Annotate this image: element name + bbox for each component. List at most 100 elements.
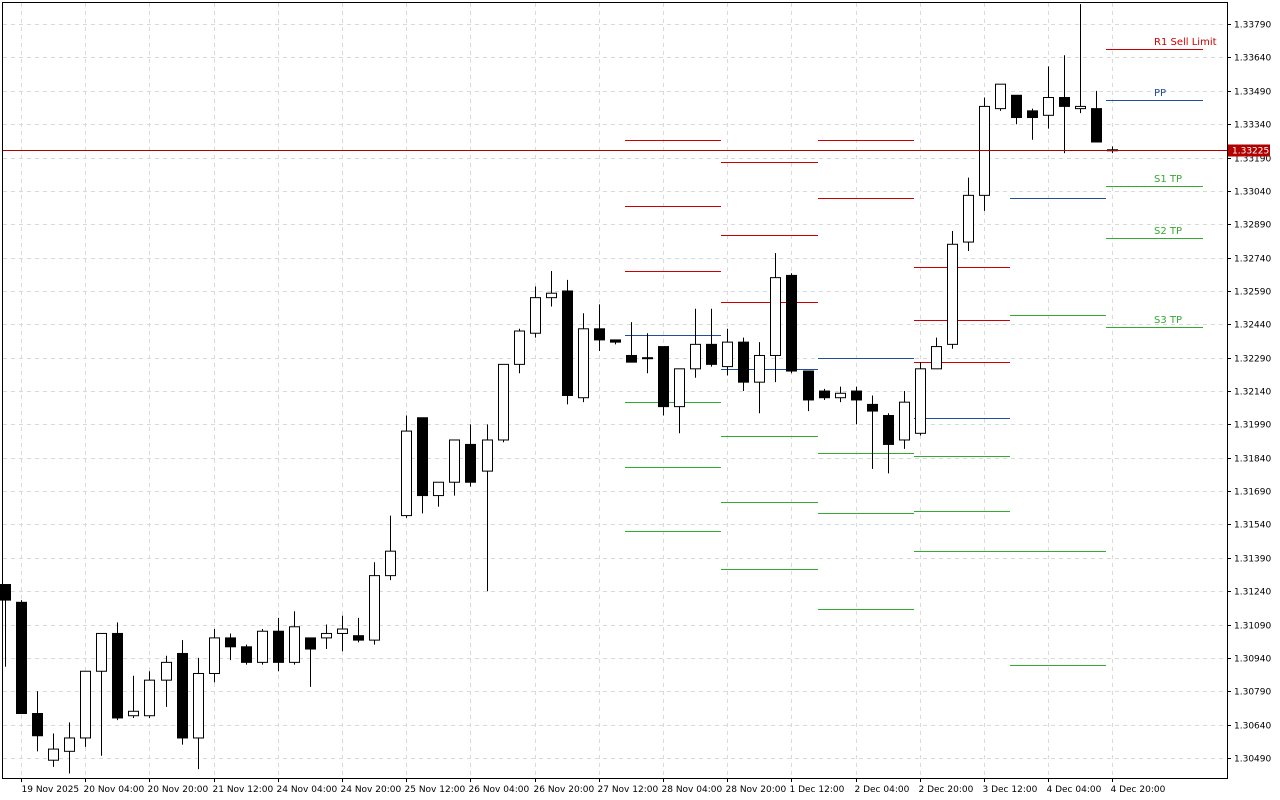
candle-bear xyxy=(786,274,797,372)
y-tick-label: 1.31840 xyxy=(1234,455,1271,465)
x-tick-label: 4 Dec 04:00 xyxy=(1047,785,1102,795)
plot-frame xyxy=(2,2,1228,779)
candle-bull xyxy=(96,632,107,672)
candle-bull xyxy=(321,632,332,639)
y-tick-label: 1.31240 xyxy=(1234,588,1271,598)
y-tick-label: 1.31390 xyxy=(1234,555,1271,565)
y-axis: 1.33790 1.33640 1.33490 1.33340 1.33190 1.330… xyxy=(1227,21,1271,765)
candle-bear xyxy=(273,630,284,663)
candle-bear xyxy=(594,328,605,341)
candle-bear xyxy=(1059,97,1070,107)
candle-bull xyxy=(995,83,1006,110)
x-tick-label: 1 Dec 12:00 xyxy=(790,785,845,795)
candle-bear xyxy=(1011,94,1022,119)
candle-bull xyxy=(144,679,155,717)
candle-bear xyxy=(1091,108,1102,143)
y-tick-label: 1.32140 xyxy=(1234,388,1271,398)
candle-bull xyxy=(963,194,974,243)
candle-bear xyxy=(819,390,830,399)
candle-bear xyxy=(16,601,27,715)
y-tick-label: 1.32740 xyxy=(1234,255,1271,265)
x-tick-label: 25 Nov 12:00 xyxy=(405,785,466,795)
x-axis: 19 Nov 2025 20 Nov 04:00 20 Nov 20:00 21 No… xyxy=(21,778,1166,795)
y-tick-label: 1.33340 xyxy=(1234,121,1271,131)
candle-bear xyxy=(610,339,621,343)
x-tick-label: 26 Nov 20:00 xyxy=(534,785,595,795)
candles xyxy=(0,4,1118,774)
candle-bull xyxy=(257,630,268,663)
x-tick-label: 28 Nov 20:00 xyxy=(726,785,787,795)
pivot-levels xyxy=(625,49,1203,666)
candle-bull xyxy=(690,343,701,370)
candle-bull xyxy=(578,328,589,399)
candle-bull xyxy=(931,346,942,370)
level-label-support: S1 TP xyxy=(1154,174,1182,185)
y-tick-label: 1.33040 xyxy=(1234,188,1271,198)
y-tick-label: 1.32290 xyxy=(1234,355,1271,365)
candle-bull xyxy=(209,637,220,674)
x-tick-label: 20 Nov 04:00 xyxy=(84,785,145,795)
y-tick-label: 1.31540 xyxy=(1234,521,1271,531)
y-tick-label: 1.30490 xyxy=(1234,755,1271,765)
y-tick-label: 1.30640 xyxy=(1234,722,1271,732)
candle-bear xyxy=(417,417,428,497)
candle-bear xyxy=(32,713,43,737)
candle-bear xyxy=(112,632,123,719)
grid xyxy=(3,3,1227,778)
x-tick-label: 28 Nov 04:00 xyxy=(662,785,723,795)
candle-bull xyxy=(449,439,460,483)
candle-bull xyxy=(48,748,59,761)
y-tick-label: 1.33790 xyxy=(1234,21,1271,31)
candle-bull xyxy=(754,354,765,383)
candle-bull xyxy=(337,628,348,634)
candle-bear xyxy=(1027,110,1038,119)
x-tick-label: 27 Nov 12:00 xyxy=(598,785,659,795)
candle-bull xyxy=(482,439,493,472)
level-labels: R1 Sell Limit PP S1 TP S2 TP S3 TP xyxy=(1154,37,1217,326)
candle-bear xyxy=(0,584,11,601)
candle-bear xyxy=(225,637,236,648)
candle-bear xyxy=(626,354,637,363)
x-tick-label: 2 Dec 20:00 xyxy=(919,785,974,795)
candle-bear xyxy=(867,403,878,412)
candle-bull xyxy=(514,330,525,365)
candle-bear xyxy=(883,415,894,445)
candle-bear xyxy=(305,637,316,650)
x-tick-label: 20 Nov 20:00 xyxy=(148,785,209,795)
candle-bear xyxy=(562,290,573,397)
candle-bull xyxy=(161,661,172,681)
level-label-pivot: PP xyxy=(1154,88,1166,99)
level-label-support: S3 TP xyxy=(1154,315,1182,326)
level-label-resistance: R1 Sell Limit xyxy=(1154,37,1217,48)
y-tick-label: 1.30940 xyxy=(1234,655,1271,665)
x-tick-label: 3 Dec 12:00 xyxy=(983,785,1038,795)
candle-bull xyxy=(722,341,733,368)
candle-bull xyxy=(385,550,396,577)
candle-bull xyxy=(1075,105,1086,110)
y-tick-label: 1.32440 xyxy=(1234,321,1271,331)
candle-bear xyxy=(658,346,669,408)
current-price-badge xyxy=(1228,144,1270,157)
x-tick-label: 2 Dec 04:00 xyxy=(855,785,910,795)
candle-bull xyxy=(546,292,557,299)
candle-bull xyxy=(80,670,91,739)
y-tick-label: 1.33190 xyxy=(1234,155,1271,165)
current-price-marker: 1.33225 xyxy=(3,144,1270,157)
x-tick-label: 21 Nov 12:00 xyxy=(213,785,274,795)
y-tick-label: 1.30790 xyxy=(1234,688,1271,698)
y-tick-label: 1.33490 xyxy=(1234,88,1271,98)
candle-bull xyxy=(433,481,444,497)
candle-bull xyxy=(64,737,75,752)
level-label-support: S2 TP xyxy=(1154,226,1182,237)
candle-bear xyxy=(851,390,862,401)
x-tick-label: 4 Dec 20:00 xyxy=(1111,785,1166,795)
candle-bear xyxy=(803,370,814,401)
candle-bull xyxy=(642,357,653,360)
x-tick-label: 26 Nov 04:00 xyxy=(469,785,530,795)
x-tick-label: 24 Nov 04:00 xyxy=(277,785,338,795)
candle-bull xyxy=(193,672,204,739)
candle-bull xyxy=(498,363,509,441)
candle-bull xyxy=(289,626,300,663)
y-tick-label: 1.32590 xyxy=(1234,288,1271,298)
